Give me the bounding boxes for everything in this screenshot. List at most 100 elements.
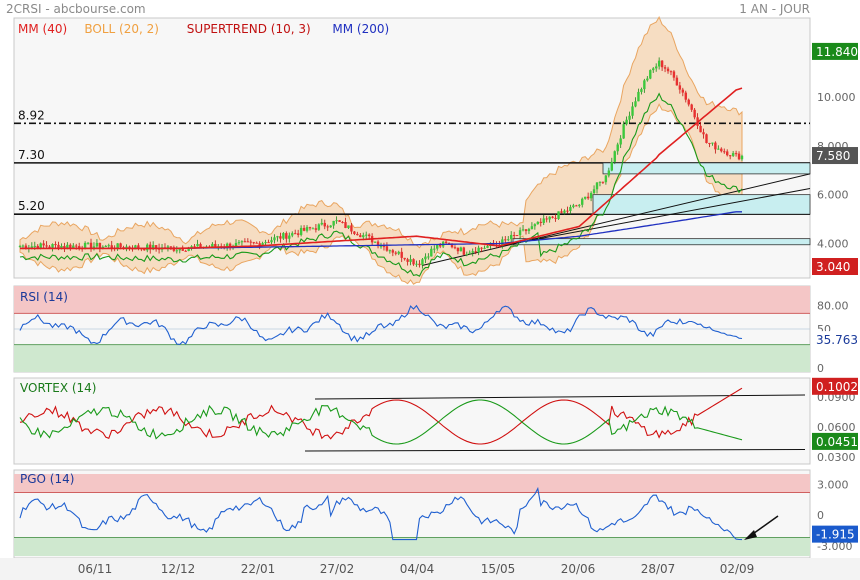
candle-body	[566, 210, 569, 212]
candle-body	[181, 248, 184, 251]
candle-body	[740, 155, 744, 160]
candle-body	[83, 242, 87, 250]
price-low-label-bg	[812, 258, 858, 275]
candle-body	[693, 109, 696, 118]
level-label-0: 8.92	[18, 108, 45, 122]
candle-body	[539, 221, 542, 223]
candle-body	[270, 240, 273, 243]
candle-body	[86, 242, 90, 244]
mm40-line	[20, 87, 743, 250]
candle-body	[672, 71, 676, 78]
candle-body	[705, 134, 708, 143]
candle-body	[359, 235, 362, 238]
candle-body	[134, 245, 137, 250]
candle-body	[622, 124, 625, 139]
period-label: 1 AN - JOUR	[739, 2, 810, 16]
candle-body	[583, 196, 587, 199]
candle-body	[418, 263, 421, 266]
candle-body	[48, 246, 51, 248]
candle-body	[54, 244, 57, 246]
candle-body	[581, 198, 584, 205]
candle-body	[589, 193, 593, 199]
candle-body	[486, 246, 489, 248]
candle-body	[18, 246, 22, 248]
candle-body	[536, 221, 540, 225]
price-tick-1: 10.000	[817, 91, 856, 104]
axis-labels: MM (40) BOLL (20, 2) SUPERTREND (10, 3) MM …	[18, 22, 858, 576]
candle-body	[515, 235, 519, 237]
candle-body	[504, 239, 507, 241]
legend-item-0: MM (40)	[18, 22, 67, 36]
candle-body	[36, 245, 39, 249]
rsi-title: RSI (14)	[20, 290, 68, 304]
candle-body	[258, 243, 261, 246]
candle-body	[548, 216, 551, 220]
candle-body	[684, 92, 687, 100]
pgo-arrow-head	[744, 530, 757, 540]
pgo-tick-0: 3.000	[817, 478, 849, 491]
candle-body	[75, 245, 78, 247]
candle-body	[350, 225, 353, 232]
gap-box-high	[602, 162, 811, 175]
pgo-lower-zone	[14, 537, 810, 556]
candle-body	[643, 80, 646, 90]
candle-body	[77, 246, 81, 249]
candle-body	[438, 244, 442, 247]
vortex-minus-line	[19, 399, 743, 445]
candle-body	[296, 233, 300, 235]
candle-body	[592, 189, 596, 194]
pgo-panel-header: PGO (14)	[20, 472, 74, 486]
candle-body	[21, 245, 25, 247]
candle-body	[367, 234, 371, 237]
candle-body	[512, 234, 516, 236]
candle-body	[341, 221, 344, 223]
candle-body	[734, 153, 738, 155]
trendline-1	[421, 173, 811, 267]
candle-body	[415, 263, 418, 265]
candle-body	[376, 241, 380, 247]
candle-body	[711, 142, 714, 144]
vortex-tick-1: 0.0600	[817, 421, 856, 434]
candle-body	[329, 225, 332, 228]
vortex-upper-channel	[314, 394, 806, 400]
x-tick-8: 02/09	[720, 562, 755, 576]
candle-body	[72, 245, 75, 249]
candle-body	[610, 161, 614, 171]
candle-body	[403, 257, 406, 260]
candle-body	[279, 236, 282, 239]
candle-body	[317, 224, 321, 230]
vortex-panel-header: VORTEX (14)	[20, 381, 97, 395]
pgo-title: PGO (14)	[20, 472, 74, 486]
candle-body	[282, 233, 285, 239]
x-tick-4: 04/04	[400, 562, 435, 576]
candle-body	[234, 242, 238, 247]
candle-body	[530, 226, 534, 230]
candle-body	[669, 71, 673, 73]
vortex-plus-label-bg	[812, 377, 858, 395]
x-tick-5: 15/05	[481, 562, 516, 576]
candle-body	[104, 245, 108, 247]
candle-body	[690, 104, 693, 110]
candle-body	[524, 229, 528, 232]
candle-body	[255, 242, 258, 244]
candle-body	[554, 217, 557, 219]
candle-body	[166, 246, 170, 249]
candle-body	[24, 245, 28, 249]
candle-body	[628, 115, 631, 120]
candle-body	[285, 233, 288, 239]
candle-body	[436, 244, 439, 249]
candle-body	[595, 182, 599, 190]
candle-body	[385, 246, 389, 251]
candle-body	[459, 247, 463, 252]
candle-body	[598, 181, 602, 183]
candle-body	[276, 236, 279, 238]
candle-body	[228, 243, 232, 248]
candle-body	[657, 60, 661, 67]
candle-body	[388, 250, 392, 252]
candle-body	[373, 241, 377, 243]
candle-body	[119, 243, 122, 248]
pgo-upper-zone	[14, 474, 810, 493]
candle-body	[128, 246, 131, 249]
rsi-oversold-zone	[14, 344, 810, 372]
